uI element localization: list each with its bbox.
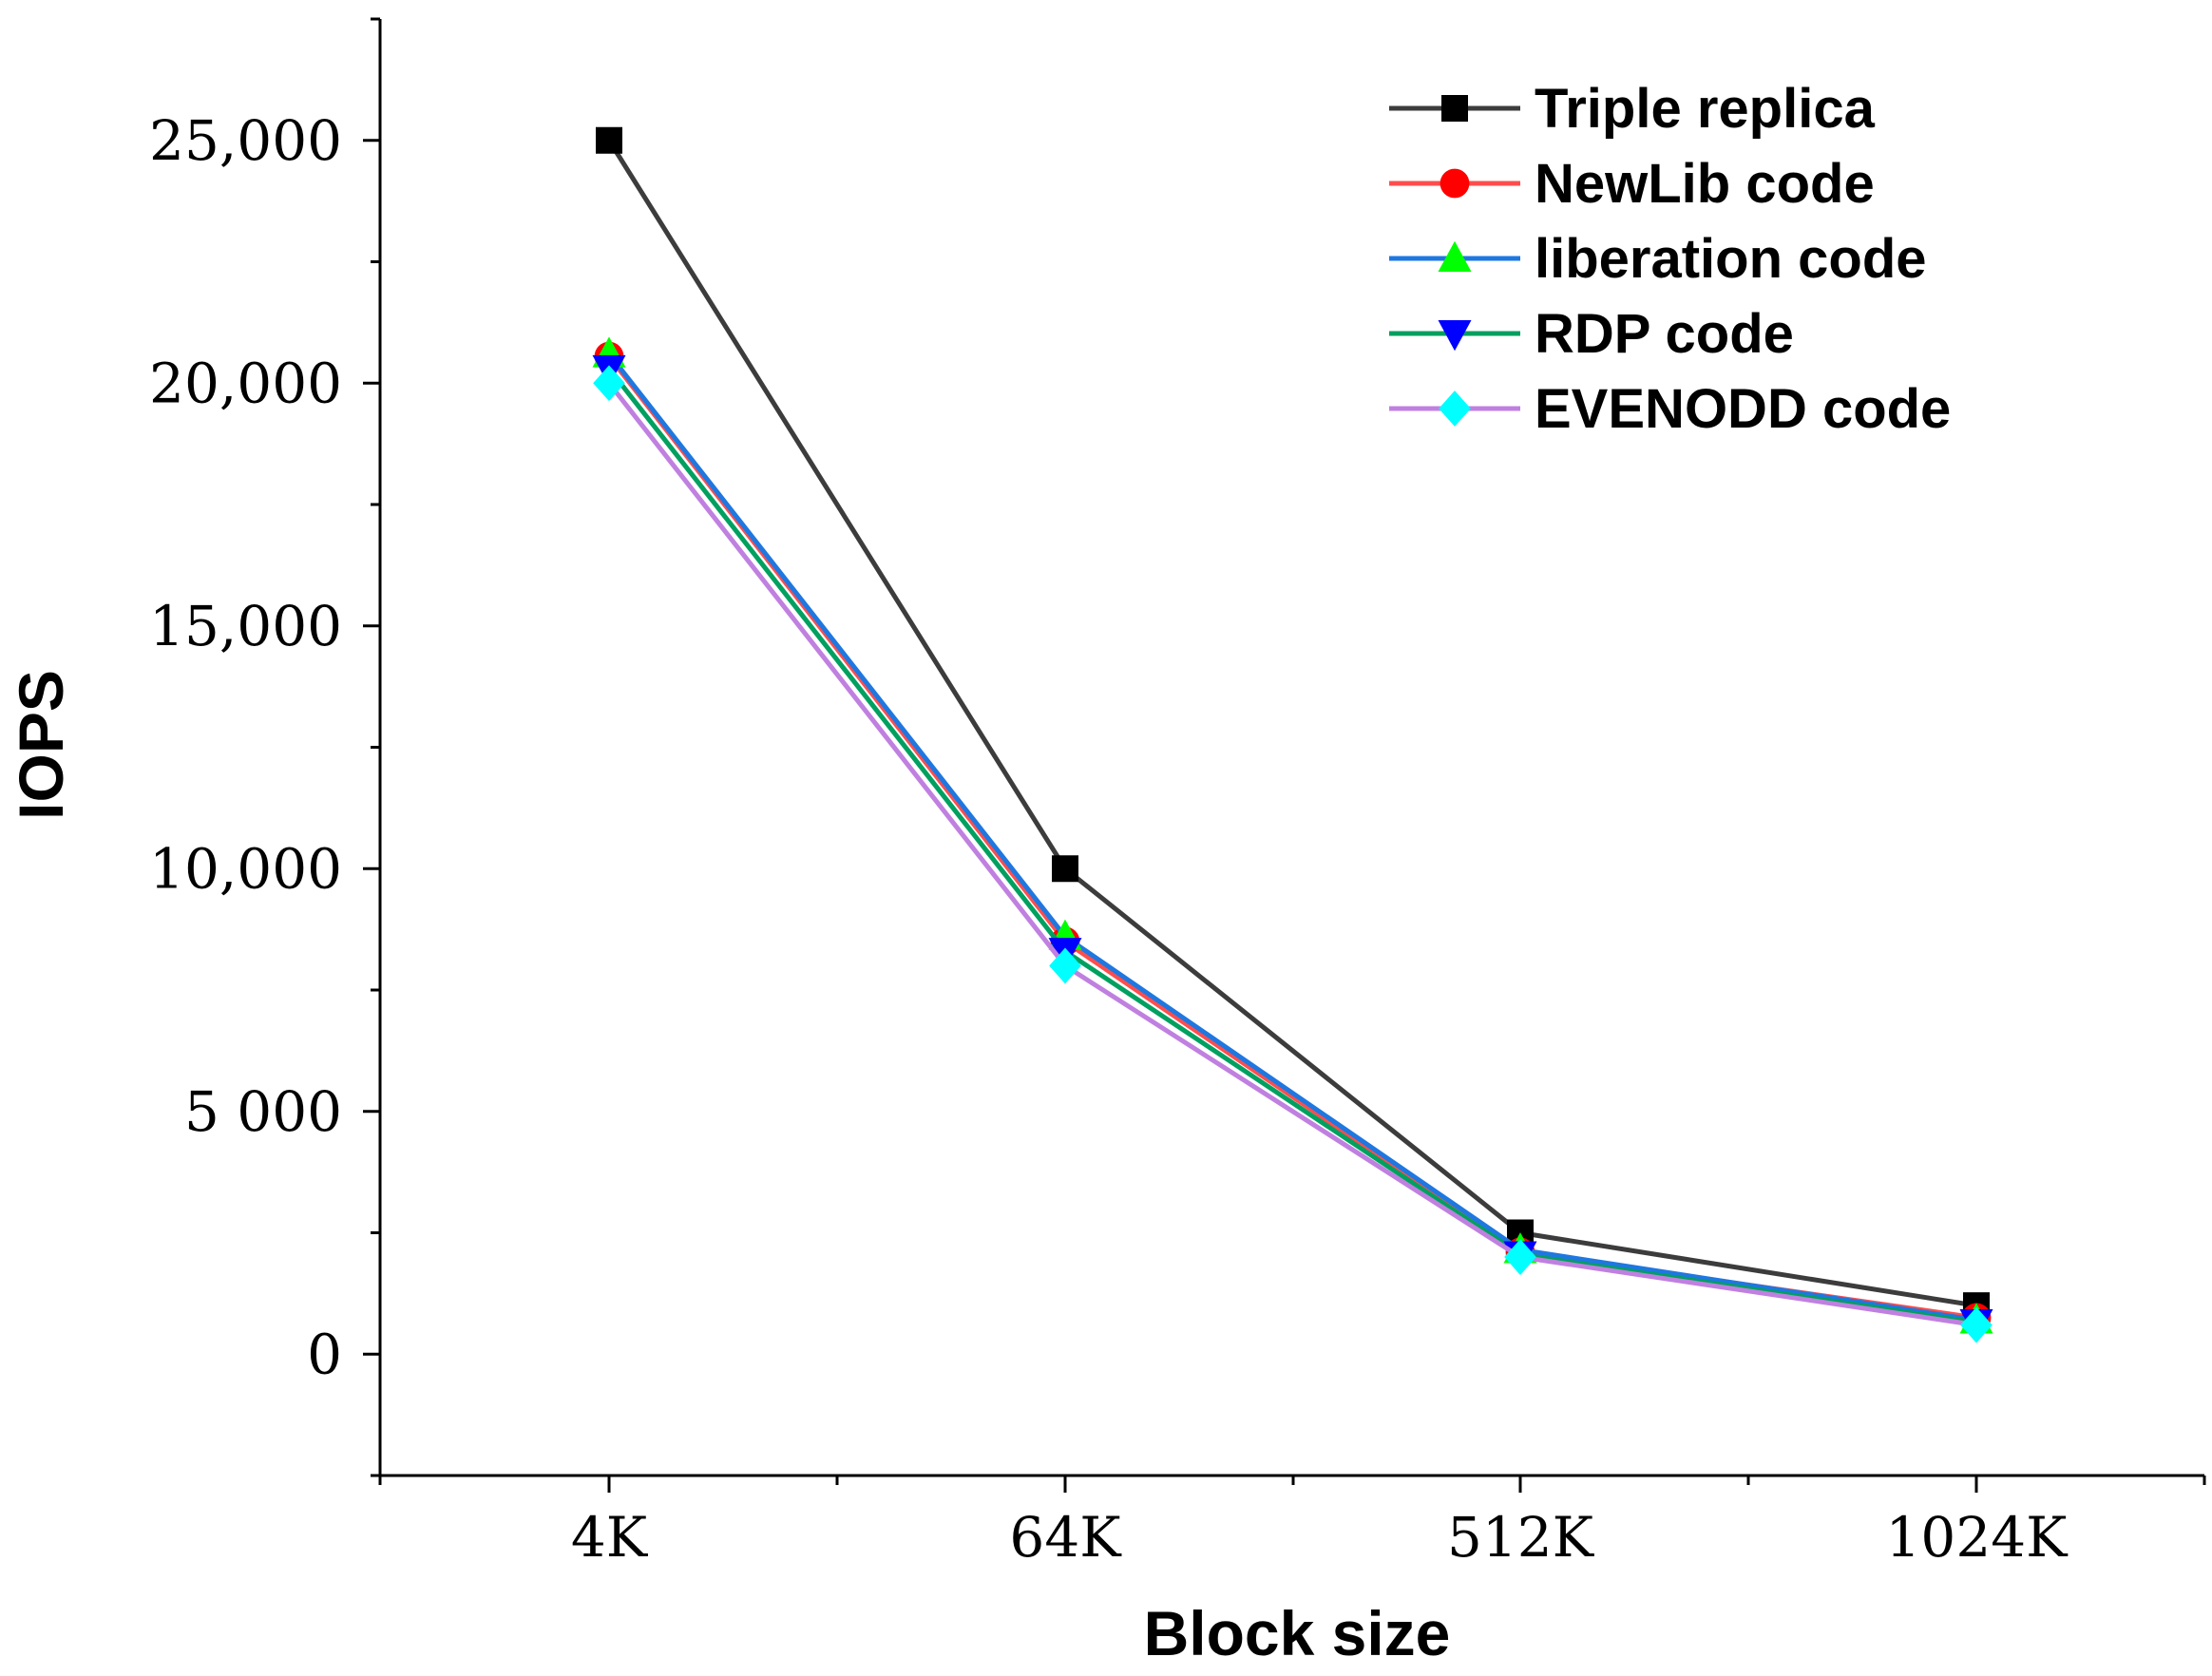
y-tick-label: 20,000 bbox=[149, 351, 342, 415]
legend-label: EVENODD code bbox=[1535, 378, 1951, 440]
series-newlib-code bbox=[594, 341, 1992, 1333]
series-line bbox=[607, 367, 1977, 1325]
legend-label: liberation code bbox=[1535, 228, 1927, 290]
legend-label: Triple replica bbox=[1535, 78, 1876, 140]
legend: Triple replica NewLib code liberation code… bbox=[1389, 78, 1951, 440]
legend-item: Triple replica bbox=[1389, 78, 1876, 140]
legend-item: NewLib code bbox=[1389, 153, 1875, 215]
x-tick-label: 512K bbox=[1447, 1505, 1595, 1570]
legend-marker bbox=[1438, 320, 1472, 352]
x-tick-label: 64K bbox=[1009, 1505, 1122, 1570]
legend-item: EVENODD code bbox=[1389, 378, 1951, 440]
y-tick-label: 25,000 bbox=[149, 108, 342, 173]
data-point bbox=[1052, 855, 1078, 883]
x-tick-label: 1024K bbox=[1886, 1505, 2069, 1570]
y-axis-title: IOPS bbox=[6, 670, 76, 820]
series-triple-replica bbox=[596, 126, 1990, 1320]
legend-item: RDP code bbox=[1389, 303, 1794, 365]
legend-marker bbox=[1441, 95, 1468, 122]
legend-marker bbox=[1440, 168, 1470, 199]
series-line bbox=[607, 381, 1977, 1328]
legend-label: RDP code bbox=[1535, 303, 1794, 365]
legend-marker bbox=[1438, 240, 1472, 272]
data-point bbox=[596, 126, 622, 154]
data-point bbox=[1960, 1306, 1993, 1343]
series-line bbox=[606, 139, 1977, 1308]
series-line bbox=[607, 354, 1977, 1321]
axes bbox=[378, 19, 2204, 1477]
series-layer bbox=[592, 126, 1993, 1343]
legend-item: liberation code bbox=[1389, 228, 1927, 290]
y-axis-ticks: 0 5 000 10,000 15,000 20,000 25,000 bbox=[149, 17, 380, 1477]
series-evenodd-code bbox=[593, 365, 1993, 1343]
series-liberation-code bbox=[592, 336, 1993, 1334]
y-tick-label: 15,000 bbox=[149, 594, 342, 658]
x-axis-ticks: 4K 64K 512K 1024K bbox=[378, 1476, 2206, 1570]
x-tick-label: 4K bbox=[571, 1505, 649, 1570]
legend-label: NewLib code bbox=[1535, 153, 1875, 215]
x-axis-title: Block size bbox=[1144, 1598, 1451, 1668]
data-point bbox=[1504, 1239, 1536, 1275]
y-tick-label: 10,000 bbox=[149, 836, 342, 901]
data-point bbox=[1049, 947, 1081, 984]
series-rdp-code bbox=[592, 354, 1993, 1341]
series-line bbox=[607, 352, 1977, 1323]
y-tick-label: 5 000 bbox=[184, 1079, 342, 1144]
data-point bbox=[593, 365, 625, 402]
legend-marker bbox=[1439, 390, 1471, 427]
y-tick-label: 0 bbox=[307, 1322, 342, 1386]
